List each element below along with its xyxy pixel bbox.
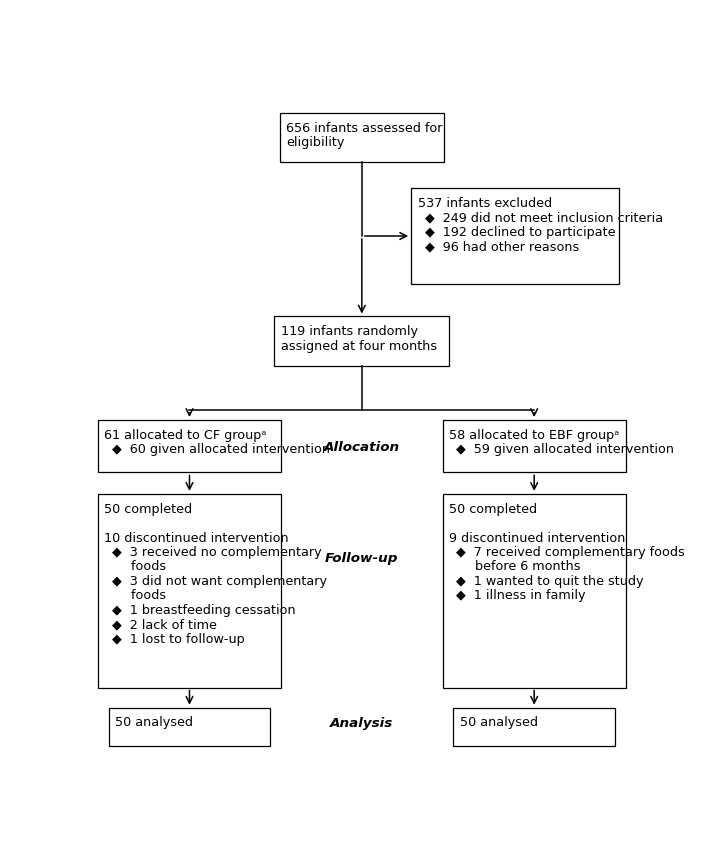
Text: 61 allocated to CF groupᵃ: 61 allocated to CF groupᵃ bbox=[104, 429, 267, 441]
FancyBboxPatch shape bbox=[109, 708, 270, 746]
Text: ◆  249 did not meet inclusion criteria: ◆ 249 did not meet inclusion criteria bbox=[425, 211, 663, 224]
Text: ◆  3 did not want complementary: ◆ 3 did not want complementary bbox=[112, 574, 326, 587]
Text: 537 infants excluded: 537 infants excluded bbox=[418, 197, 552, 210]
FancyBboxPatch shape bbox=[98, 494, 281, 688]
Text: ◆  1 illness in family: ◆ 1 illness in family bbox=[456, 589, 586, 602]
Text: 50 completed: 50 completed bbox=[449, 502, 537, 515]
FancyBboxPatch shape bbox=[453, 708, 615, 746]
Text: 50 analysed: 50 analysed bbox=[115, 716, 193, 728]
Text: assigned at four months: assigned at four months bbox=[281, 339, 437, 353]
FancyBboxPatch shape bbox=[443, 494, 626, 688]
Text: ◆  1 wanted to quit the study: ◆ 1 wanted to quit the study bbox=[456, 574, 644, 587]
FancyBboxPatch shape bbox=[274, 317, 449, 366]
Text: ◆  192 declined to participate: ◆ 192 declined to participate bbox=[425, 226, 615, 239]
Text: 58 allocated to EBF groupᵃ: 58 allocated to EBF groupᵃ bbox=[449, 429, 619, 441]
Text: before 6 months: before 6 months bbox=[463, 560, 581, 573]
Text: ◆  1 lost to follow-up: ◆ 1 lost to follow-up bbox=[112, 632, 244, 645]
FancyBboxPatch shape bbox=[443, 420, 626, 473]
Text: 9 discontinued intervention: 9 discontinued intervention bbox=[449, 531, 626, 544]
Text: 50 analysed: 50 analysed bbox=[460, 716, 538, 728]
Text: 10 discontinued intervention: 10 discontinued intervention bbox=[104, 531, 289, 544]
Text: ◆  1 breastfeeding cessation: ◆ 1 breastfeeding cessation bbox=[112, 603, 295, 616]
Text: eligibility: eligibility bbox=[287, 136, 345, 149]
Text: foods: foods bbox=[119, 589, 166, 602]
Text: Allocation: Allocation bbox=[324, 440, 400, 453]
FancyBboxPatch shape bbox=[280, 113, 444, 163]
Text: ◆  2 lack of time: ◆ 2 lack of time bbox=[112, 618, 216, 630]
FancyBboxPatch shape bbox=[411, 189, 619, 285]
FancyBboxPatch shape bbox=[98, 420, 281, 473]
Text: ◆  7 received complementary foods: ◆ 7 received complementary foods bbox=[456, 545, 685, 558]
Text: 119 infants randomly: 119 infants randomly bbox=[281, 325, 418, 338]
Text: ◆  3 received no complementary: ◆ 3 received no complementary bbox=[112, 545, 321, 558]
Text: ◆  60 given allocated intervention: ◆ 60 given allocated intervention bbox=[112, 443, 330, 456]
Text: 656 infants assessed for: 656 infants assessed for bbox=[287, 122, 443, 135]
Text: Follow-up: Follow-up bbox=[325, 552, 398, 565]
Text: foods: foods bbox=[119, 560, 166, 573]
Text: ◆  96 had other reasons: ◆ 96 had other reasons bbox=[425, 240, 579, 253]
Text: 50 completed: 50 completed bbox=[104, 502, 193, 515]
Text: Analysis: Analysis bbox=[330, 716, 393, 728]
Text: ◆  59 given allocated intervention: ◆ 59 given allocated intervention bbox=[456, 443, 674, 456]
